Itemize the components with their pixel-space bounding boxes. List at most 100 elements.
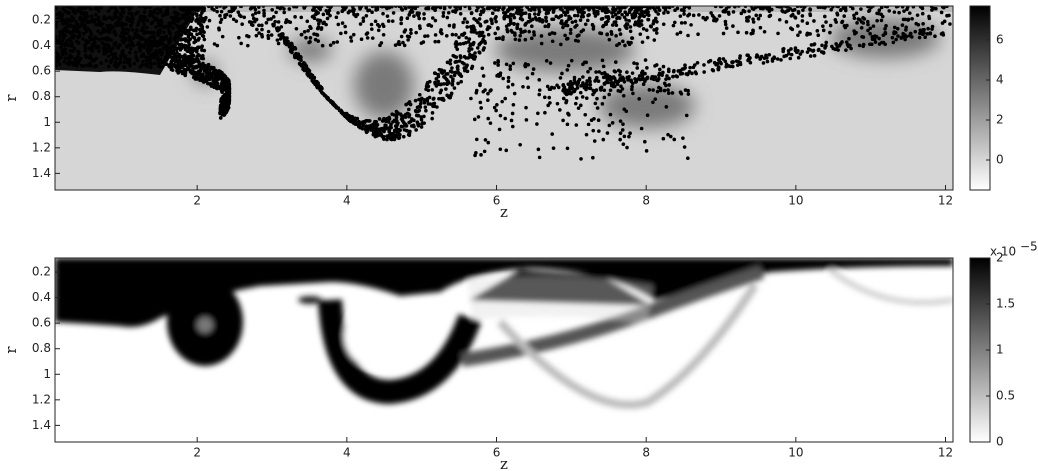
particle	[426, 102, 430, 106]
particle	[828, 31, 832, 35]
particle	[594, 70, 598, 74]
particle	[65, 56, 69, 60]
particle	[449, 94, 453, 98]
particle	[464, 41, 468, 45]
particle	[701, 16, 705, 20]
particle	[470, 55, 474, 59]
particle	[326, 17, 330, 21]
particle	[752, 7, 756, 11]
particle	[449, 75, 453, 79]
particle	[181, 72, 185, 76]
particle	[203, 38, 207, 42]
particle	[423, 34, 427, 38]
particle	[537, 93, 541, 97]
particle	[395, 127, 399, 131]
particle	[70, 44, 74, 48]
particle	[420, 125, 424, 129]
particle	[428, 80, 432, 84]
particle	[293, 15, 297, 19]
particle	[465, 36, 469, 40]
particle	[711, 69, 715, 73]
particle	[533, 12, 537, 16]
particle	[447, 11, 451, 15]
particle	[895, 5, 899, 9]
particle	[649, 24, 653, 28]
particle	[478, 84, 482, 88]
particle	[460, 33, 464, 37]
particle	[124, 23, 128, 27]
particle	[545, 12, 549, 16]
particle	[537, 148, 541, 152]
particle	[238, 13, 242, 17]
particle	[71, 49, 75, 53]
particle	[547, 23, 551, 27]
particle	[282, 11, 286, 15]
particle	[332, 41, 336, 45]
particle	[631, 36, 635, 40]
particle	[459, 12, 463, 16]
particle	[609, 113, 613, 117]
particle	[341, 21, 345, 25]
particle	[89, 54, 93, 58]
particle	[702, 70, 706, 74]
particle	[745, 19, 749, 23]
particle	[592, 117, 596, 121]
particle	[527, 30, 531, 34]
particle	[868, 32, 872, 36]
particle	[604, 21, 608, 25]
particle	[679, 72, 683, 76]
particle	[551, 39, 555, 43]
particle	[197, 37, 201, 41]
particle	[310, 76, 314, 80]
particle	[615, 44, 619, 48]
particle	[399, 18, 403, 22]
particle	[794, 16, 798, 20]
particle	[418, 26, 422, 30]
particle	[382, 33, 386, 37]
particle	[495, 103, 499, 107]
particle	[407, 13, 411, 17]
particle	[222, 6, 226, 10]
particle	[351, 7, 355, 11]
particle	[626, 78, 630, 82]
particle	[488, 26, 492, 30]
particle	[260, 24, 264, 28]
particle	[69, 40, 73, 44]
particle	[399, 22, 403, 26]
particle	[189, 51, 193, 55]
particle	[414, 128, 418, 132]
particle	[177, 26, 181, 30]
particle	[386, 118, 390, 122]
particle	[246, 44, 250, 48]
particle	[854, 31, 858, 35]
particle	[160, 61, 164, 65]
particle	[170, 62, 174, 66]
particle	[797, 56, 801, 60]
particle	[61, 13, 65, 17]
particle	[518, 143, 522, 147]
particle	[300, 33, 304, 37]
particle	[730, 60, 734, 64]
particle	[71, 31, 75, 35]
particle	[394, 120, 398, 124]
particle	[137, 41, 141, 45]
particle	[666, 133, 670, 137]
particle	[611, 76, 615, 80]
particle	[855, 21, 859, 25]
particle	[544, 19, 548, 23]
particle	[149, 65, 153, 69]
particle	[658, 68, 662, 72]
particle	[150, 62, 154, 66]
particle	[171, 56, 175, 60]
particle	[158, 43, 162, 47]
particle	[507, 23, 511, 27]
particle	[277, 20, 281, 24]
particle	[335, 15, 339, 19]
particle	[571, 7, 575, 11]
particle	[621, 87, 625, 91]
particle	[160, 53, 164, 57]
particle	[406, 38, 410, 42]
particle	[858, 44, 862, 48]
particle	[545, 59, 549, 63]
particle	[387, 19, 391, 23]
